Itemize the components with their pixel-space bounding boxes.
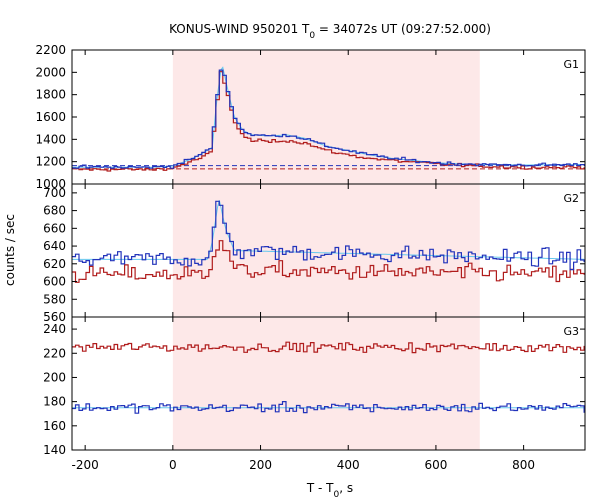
g2-ytick-label: 600 <box>43 275 66 289</box>
x-axis-label: T - T0, s <box>306 481 353 500</box>
plot-layer: 1000120014001600180020002200G15605806006… <box>35 43 586 472</box>
g2-ytick-label: 640 <box>43 239 66 253</box>
g2-red-series <box>72 240 585 283</box>
g1-ytick-label: 1200 <box>35 155 66 169</box>
g2-panel-label: G2 <box>563 192 579 205</box>
y-axis-label: counts / sec <box>3 214 17 286</box>
xtick-label: 400 <box>337 458 360 472</box>
xtick-label: 800 <box>512 458 535 472</box>
g1-ytick-label: 1000 <box>35 177 66 191</box>
g2-blue-series <box>72 200 585 271</box>
g2-ytick-label: 580 <box>43 292 66 306</box>
g3-ytick-label: 240 <box>43 322 66 336</box>
chart-title: KONUS-WIND 950201 T0 = 34072s UT (09:27:… <box>169 22 491 41</box>
xtick-label: 600 <box>424 458 447 472</box>
g1-ytick-label: 1600 <box>35 110 66 124</box>
g1-red-series <box>72 71 585 172</box>
g1-ytick-label: 2200 <box>35 43 66 57</box>
g1-blue-series <box>72 69 585 169</box>
g2-ytick-label: 620 <box>43 257 66 271</box>
g3-ytick-label: 180 <box>43 395 66 409</box>
g2-ytick-label: 660 <box>43 221 66 235</box>
g3-ytick-label: 160 <box>43 419 66 433</box>
g1-panel-label: G1 <box>563 58 579 71</box>
g3-red-series <box>72 341 585 354</box>
g1-ytick-label: 1400 <box>35 132 66 146</box>
g1-ytick-label: 1800 <box>35 88 66 102</box>
g1-ytick-label: 2000 <box>35 65 66 79</box>
g3-ytick-label: 220 <box>43 346 66 360</box>
g3-ytick-label: 200 <box>43 370 66 384</box>
g3-ytick-label: 140 <box>43 443 66 457</box>
g3-blue-series <box>72 401 585 414</box>
xtick-label: 0 <box>169 458 177 472</box>
g2-fit-line <box>72 200 585 260</box>
g3-panel-label: G3 <box>563 325 579 338</box>
xtick-label: 200 <box>249 458 272 472</box>
g2-ytick-label: 700 <box>43 186 66 200</box>
g2-ytick-label: 560 <box>43 310 66 324</box>
g2-ytick-label: 680 <box>43 204 66 218</box>
g3-frame <box>71 316 586 451</box>
xtick-label: -200 <box>72 458 99 472</box>
g3-highlight-band <box>172 317 480 450</box>
